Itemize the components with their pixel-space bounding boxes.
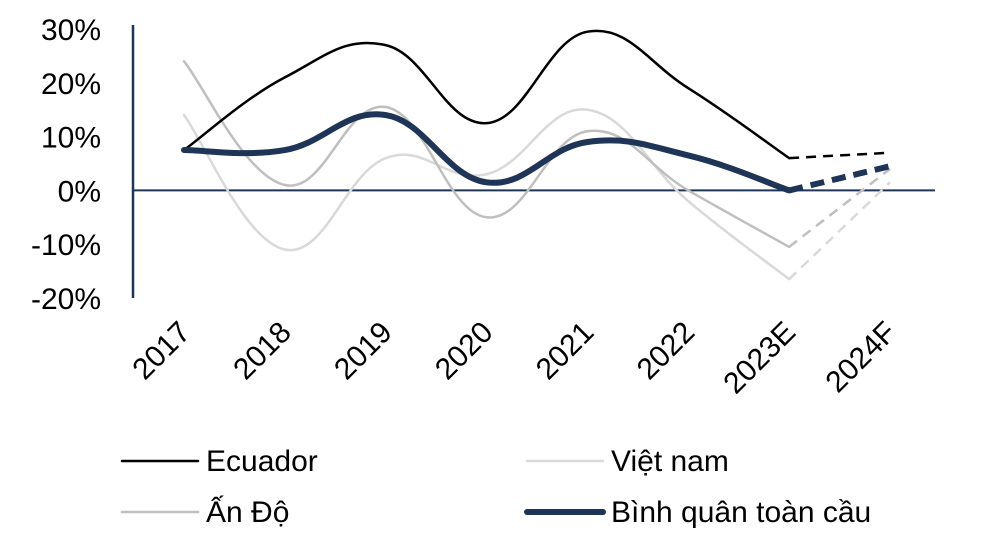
y-tick-label: -10% bbox=[31, 229, 101, 262]
series-forecast-b-nh-qu-n-to-n-c-u bbox=[788, 163, 891, 194]
y-tick-label: -20% bbox=[31, 283, 101, 316]
y-tick-label: 0% bbox=[58, 175, 101, 208]
legend-label: Ecuador bbox=[206, 445, 318, 478]
x-axis-tick-labels: 2017 2018 2019 2020 2021 2022 2023E 2024F bbox=[126, 316, 903, 401]
y-tick-label: 10% bbox=[41, 122, 101, 155]
x-tick-label: 2022 bbox=[631, 316, 702, 387]
legend-label: Việt nam bbox=[611, 445, 729, 478]
x-tick-label: 2021 bbox=[530, 316, 601, 387]
legend: Ecuador Việt nam Ấn Độ Bình quân toàn cầu bbox=[120, 445, 871, 529]
series-forecast-vi-t-nam bbox=[788, 181, 891, 281]
series-line-vi-t-nam bbox=[182, 108, 791, 281]
x-tick-label: 2024F bbox=[819, 316, 902, 399]
y-tick-label: 30% bbox=[41, 14, 101, 47]
series-line-b-nh-qu-n-to-n-c-u bbox=[181, 111, 793, 194]
x-tick-label: 2018 bbox=[227, 316, 298, 387]
x-tick-label: 2020 bbox=[429, 316, 500, 387]
x-tick-label: 2019 bbox=[328, 316, 399, 387]
legend-label: Bình quân toàn cầu bbox=[611, 496, 871, 529]
series-forecast-ecuador bbox=[789, 151, 891, 160]
x-tick-label: 2017 bbox=[126, 316, 197, 387]
series-line-ecuador bbox=[182, 29, 791, 160]
series-line--n- bbox=[182, 60, 791, 249]
y-axis-tick-labels: 30% 20% 10% 0% -10% -20% bbox=[31, 14, 101, 316]
legend-label: Ấn Độ bbox=[206, 495, 289, 529]
y-tick-label: 20% bbox=[41, 68, 101, 101]
x-tick-label: 2023E bbox=[717, 316, 802, 401]
series-lines bbox=[181, 29, 891, 281]
